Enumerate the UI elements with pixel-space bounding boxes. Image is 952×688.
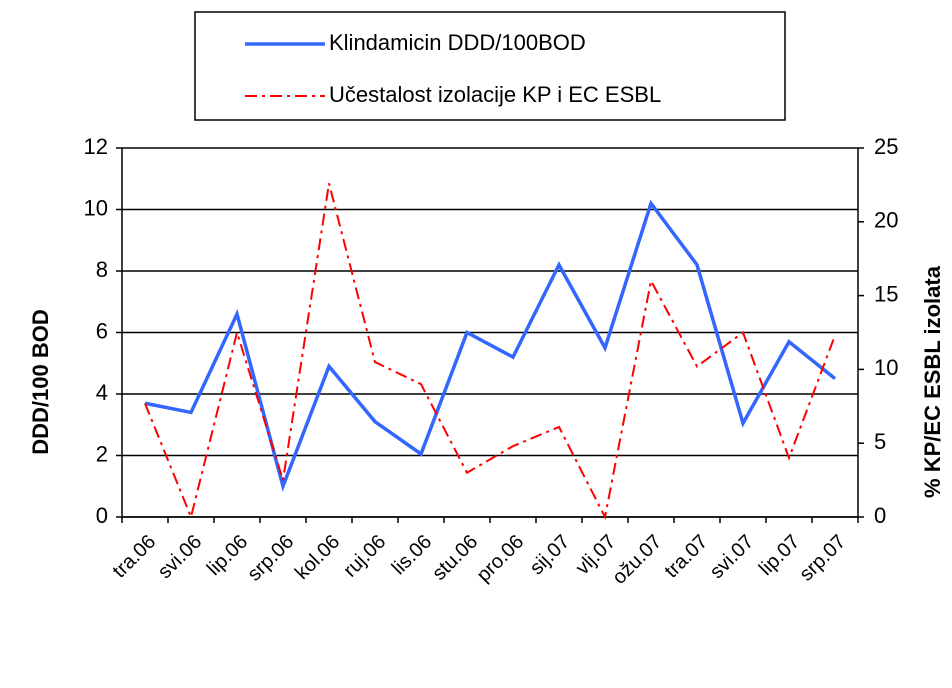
- y2-tick-label: 25: [874, 134, 898, 159]
- y-tick-label: 2: [96, 441, 108, 466]
- x-tick-label: lis.06: [388, 531, 437, 580]
- y-tick-label: 0: [96, 503, 108, 528]
- x-tick-label: svi.06: [154, 531, 207, 584]
- y2-axis-title: % KP/EC ESBL izolata: [920, 265, 945, 498]
- y-tick-label: 6: [96, 318, 108, 343]
- x-tick-label: ruj.06: [339, 531, 390, 582]
- y2-tick-label: 10: [874, 355, 898, 380]
- x-tick-label: kol.06: [291, 531, 344, 584]
- legend-label: Klindamicin DDD/100BOD: [329, 30, 586, 55]
- series-line: [144, 183, 836, 521]
- x-tick-label: sij.07: [526, 531, 575, 580]
- y2-tick-label: 15: [874, 281, 898, 306]
- x-tick-label: srp.06: [243, 531, 298, 586]
- series-line: [144, 199, 837, 492]
- x-tick-label: svi.07: [706, 531, 759, 584]
- x-tick-label: stu.06: [428, 531, 482, 585]
- x-tick-label: pro.06: [473, 531, 529, 587]
- x-tick-label: tra.06: [109, 531, 161, 583]
- legend-label: Učestalost izolacije KP i EC ESBL: [329, 82, 661, 107]
- y2-tick-label: 20: [874, 208, 898, 233]
- y-tick-label: 10: [84, 195, 108, 220]
- x-tick-label: ožu.07: [608, 531, 666, 589]
- y2-tick-label: 5: [874, 429, 886, 454]
- y2-tick-label: 0: [874, 503, 886, 528]
- y-tick-label: 4: [96, 380, 108, 405]
- x-tick-label: tra.07: [661, 531, 713, 583]
- y-tick-label: 12: [84, 134, 108, 159]
- x-tick-label: srp.07: [795, 531, 850, 586]
- y-tick-label: 8: [96, 257, 108, 282]
- legend-box: [194, 11, 786, 121]
- y-axis-title: DDD/100 BOD: [28, 309, 53, 454]
